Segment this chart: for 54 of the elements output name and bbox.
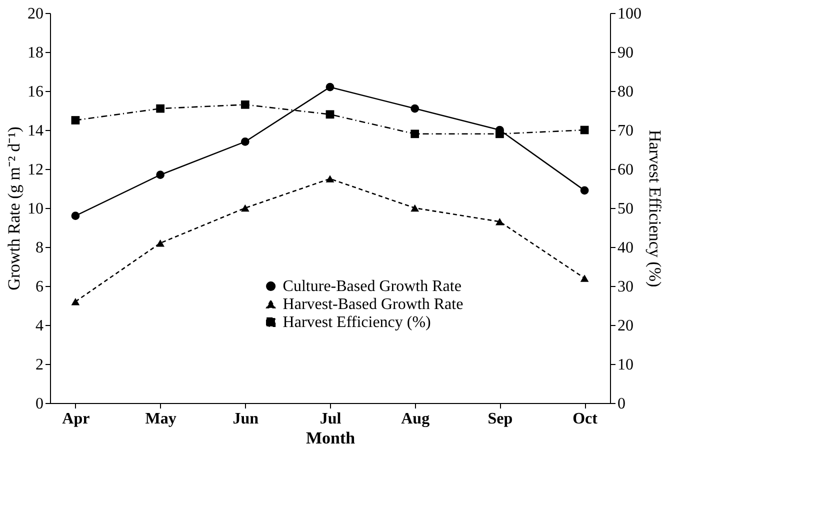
y-tick-label: 2	[36, 356, 44, 374]
y2-tick-label: 40	[618, 240, 634, 256]
y-tick-label: 6	[36, 278, 44, 296]
point	[410, 204, 420, 212]
y2-tick-label: 30	[618, 278, 634, 296]
y-tick-label: 0	[36, 396, 44, 412]
point	[240, 138, 250, 146]
point	[326, 175, 334, 182]
point	[71, 298, 80, 306]
point	[71, 212, 80, 220]
point	[410, 104, 420, 113]
x-tick-label: May	[145, 410, 176, 428]
y-tick-label: 12	[28, 162, 44, 178]
y2-tick-label: 90	[618, 44, 634, 62]
y-tick-label: 10	[28, 200, 44, 218]
point	[156, 170, 164, 180]
point	[326, 82, 334, 92]
y2-tick-label: 0	[618, 396, 626, 412]
y2-tick-label: 80	[618, 84, 634, 100]
point	[580, 186, 589, 195]
y-tick-label: 4	[36, 318, 44, 334]
point	[580, 126, 589, 134]
x-tick-label: Oct	[572, 410, 598, 428]
x-tick-label: Jul	[320, 410, 342, 428]
point	[156, 239, 164, 247]
point	[240, 204, 250, 212]
x-tick-label: Jun	[232, 410, 259, 428]
point	[410, 130, 420, 138]
legend-label: Harvest-Based Growth Rate	[282, 296, 464, 314]
point	[71, 116, 80, 124]
point	[496, 218, 504, 226]
y2-tick-label: 20	[618, 318, 634, 334]
x-tick-label: Aug	[401, 410, 430, 428]
y-tick-label: 18	[28, 44, 44, 62]
y-tick-label: 14	[28, 122, 44, 140]
legend-label: Harvest Efficiency (%)	[282, 314, 431, 332]
x-axis-title: Month	[306, 428, 356, 448]
y2-tick-label: 60	[618, 162, 634, 178]
y-tick-label: 20	[28, 6, 44, 22]
point	[156, 104, 164, 113]
point	[240, 100, 250, 109]
y2-tick-label: 10	[618, 356, 634, 374]
x-tick-label: Apr	[62, 410, 90, 428]
point	[580, 274, 589, 282]
y-tick-label: 8	[36, 240, 44, 256]
y-tick-label: 16	[28, 84, 44, 100]
y2-tick-label: 70	[618, 122, 634, 140]
legend-label: Culture-Based Growth Rate	[282, 278, 462, 296]
y2-axis-title: Harvest Efficiency (%)	[646, 130, 664, 288]
y2-tick-label: 100	[618, 6, 642, 22]
y2-tick-label: 50	[618, 200, 634, 218]
point	[326, 110, 334, 119]
y-axis-title: Growth Rate (g m⁻² d⁻¹)	[4, 126, 24, 290]
x-tick-label: Sep	[488, 410, 513, 428]
